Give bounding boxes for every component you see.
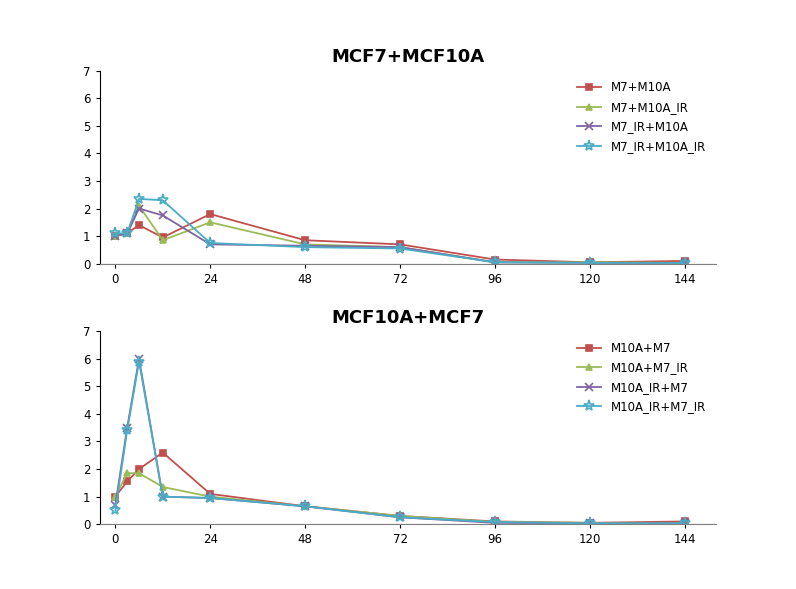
M7_IR+M10A_IR [300, 244, 310, 251]
M7_IR+M10A [158, 212, 167, 219]
M10A_IR+M7 [158, 493, 167, 500]
M10A+M7 [205, 491, 215, 498]
M7+M10A [111, 233, 120, 240]
Line: M10A+M7: M10A+M7 [112, 450, 688, 525]
M7_IR+M10A_IR [680, 260, 689, 267]
M7_IR+M10A_IR [490, 259, 500, 266]
M10A_IR+M7_IR [123, 427, 132, 434]
M10A+M7_IR [158, 484, 167, 491]
M7_IR+M10A_IR [396, 245, 405, 252]
M7_IR+M10A [490, 259, 500, 266]
M7_IR+M10A [396, 244, 405, 251]
Title: MCF7+MCF10A: MCF7+MCF10A [331, 48, 485, 67]
M7+M10A [396, 241, 405, 248]
M10A_IR+M7_IR [111, 507, 120, 514]
M7+M10A [680, 257, 689, 264]
M7+M10A [300, 237, 310, 244]
M7+M10A_IR [158, 237, 167, 244]
M10A+M7 [396, 512, 405, 519]
Legend: M7+M10A, M7+M10A_IR, M7_IR+M10A, M7_IR+M10A_IR: M7+M10A, M7+M10A_IR, M7_IR+M10A, M7_IR+M… [573, 77, 711, 157]
M10A_IR+M7 [300, 503, 310, 510]
M7_IR+M10A [135, 205, 144, 212]
M10A_IR+M7_IR [158, 493, 167, 500]
M10A_IR+M7_IR [396, 514, 405, 521]
M10A+M7 [680, 518, 689, 525]
M7+M10A_IR [396, 244, 405, 251]
M10A_IR+M7 [490, 519, 500, 527]
Legend: M10A+M7, M10A+M7_IR, M10A_IR+M7, M10A_IR+M7_IR: M10A+M7, M10A+M7_IR, M10A_IR+M7, M10A_IR… [573, 337, 711, 418]
M7+M10A_IR [300, 241, 310, 248]
M7_IR+M10A [111, 233, 120, 240]
M10A+M7 [111, 493, 120, 500]
M10A+M7 [585, 519, 595, 527]
M7+M10A_IR [135, 202, 144, 209]
M10A_IR+M7 [396, 514, 405, 521]
Line: M10A+M7_IR: M10A+M7_IR [112, 470, 689, 527]
Title: MCF10A+MCF7: MCF10A+MCF7 [331, 309, 485, 327]
M10A+M7_IR [300, 503, 310, 510]
M7+M10A [158, 234, 167, 241]
M7+M10A_IR [680, 259, 689, 266]
M10A_IR+M7_IR [205, 495, 215, 502]
M7+M10A_IR [111, 233, 120, 240]
M10A+M7_IR [585, 519, 595, 527]
M7_IR+M10A_IR [123, 230, 132, 237]
M7+M10A_IR [123, 230, 132, 237]
Line: M7+M10A_IR: M7+M10A_IR [112, 202, 689, 266]
M10A+M7_IR [396, 512, 405, 519]
M7+M10A_IR [490, 259, 500, 266]
M10A+M7_IR [123, 469, 132, 477]
Line: M10A_IR+M7_IR: M10A_IR+M7_IR [110, 356, 690, 529]
M10A+M7 [300, 503, 310, 510]
M7_IR+M10A [680, 260, 689, 267]
M10A+M7_IR [111, 493, 120, 500]
M7_IR+M10A_IR [111, 230, 120, 237]
M7_IR+M10A_IR [205, 240, 215, 247]
M7+M10A [123, 230, 132, 237]
M10A_IR+M7_IR [680, 520, 689, 527]
M10A+M7 [135, 465, 144, 472]
M10A_IR+M7_IR [490, 518, 500, 525]
M10A+M7_IR [490, 518, 500, 525]
M10A_IR+M7 [123, 424, 132, 431]
Line: M7_IR+M10A_IR: M7_IR+M10A_IR [110, 193, 690, 269]
M7_IR+M10A_IR [585, 259, 595, 266]
M7_IR+M10A [585, 259, 595, 266]
M7+M10A [135, 221, 144, 229]
M10A+M7_IR [135, 469, 144, 477]
M7_IR+M10A [205, 241, 215, 248]
M10A_IR+M7 [111, 501, 120, 508]
M7_IR+M10A [123, 230, 132, 237]
M10A_IR+M7 [585, 520, 595, 527]
M10A_IR+M7 [135, 355, 144, 362]
M10A_IR+M7_IR [300, 503, 310, 510]
M7_IR+M10A [300, 242, 310, 249]
Line: M7_IR+M10A: M7_IR+M10A [111, 204, 689, 267]
M7+M10A [490, 256, 500, 263]
M10A+M7 [490, 518, 500, 525]
Line: M7+M10A: M7+M10A [112, 211, 688, 265]
M7+M10A_IR [585, 259, 595, 266]
M10A_IR+M7 [205, 495, 215, 502]
M7+M10A [585, 259, 595, 266]
M10A+M7_IR [205, 493, 215, 500]
M7_IR+M10A_IR [135, 196, 144, 203]
M10A_IR+M7_IR [135, 358, 144, 365]
M10A+M7 [158, 449, 167, 456]
M10A_IR+M7 [680, 520, 689, 527]
M7_IR+M10A_IR [158, 197, 167, 204]
M10A_IR+M7_IR [585, 520, 595, 527]
M10A+M7 [123, 478, 132, 485]
M7+M10A [205, 210, 215, 217]
Line: M10A_IR+M7: M10A_IR+M7 [111, 355, 689, 528]
M7+M10A_IR [205, 219, 215, 226]
M10A+M7_IR [680, 520, 689, 527]
